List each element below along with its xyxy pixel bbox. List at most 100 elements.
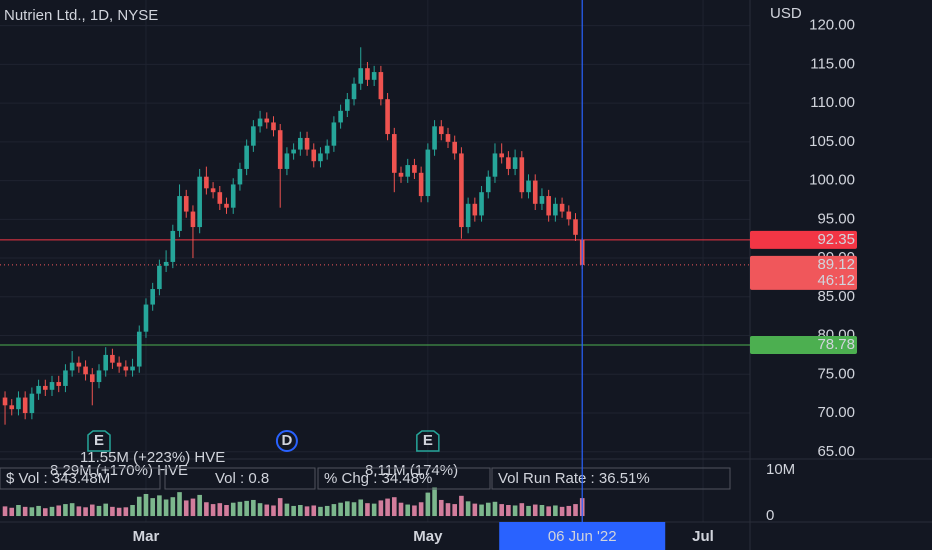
candle-body xyxy=(566,211,572,220)
volume-bar xyxy=(251,499,256,517)
volume-bar xyxy=(43,508,48,517)
volume-bar xyxy=(445,503,451,517)
y-tick-label: 120.00 xyxy=(809,17,855,34)
volume-bar xyxy=(311,505,317,517)
x-tick-label: Mar xyxy=(133,528,160,545)
stat-text: Vol Run Rate : 36.51% xyxy=(498,470,650,487)
event-marker xyxy=(416,430,440,452)
crosshair-label-bg xyxy=(499,522,666,550)
volume-bar xyxy=(230,502,236,517)
volume-bar xyxy=(136,496,142,517)
price-label: 78.78 xyxy=(817,336,855,353)
volume-bar xyxy=(123,507,129,517)
volume-bar xyxy=(418,502,424,517)
candle-body xyxy=(391,134,397,173)
volume-bar xyxy=(506,505,511,517)
candle-body xyxy=(479,192,484,216)
candle-body xyxy=(110,354,115,363)
volume-bar xyxy=(83,507,88,517)
candle-body xyxy=(459,153,464,228)
candle-body xyxy=(438,126,444,135)
volume-bar xyxy=(49,506,55,517)
candle-body xyxy=(284,153,290,169)
event-marker xyxy=(87,430,111,452)
candle-body xyxy=(526,180,531,193)
stat-text: $ Vol : 343.48M xyxy=(6,470,110,487)
candle-body xyxy=(150,289,155,305)
volume-bar xyxy=(217,503,223,517)
candle-body xyxy=(244,145,249,169)
candle-body xyxy=(217,192,223,204)
volume-bar xyxy=(479,504,484,517)
faded-note: 8.11M (174%) xyxy=(365,462,458,479)
volume-bar xyxy=(76,506,82,517)
candle-body xyxy=(506,157,511,169)
volume-bar xyxy=(391,497,397,517)
volume-bar xyxy=(264,504,270,517)
volume-bar xyxy=(183,500,189,517)
candle-body xyxy=(512,157,518,169)
candle-body xyxy=(63,370,68,386)
candle-body xyxy=(546,196,551,216)
volume-bar xyxy=(318,506,323,517)
candle-body xyxy=(345,99,350,111)
candle-body xyxy=(130,366,135,371)
candle-body xyxy=(519,157,525,193)
y-tick-label: 70.00 xyxy=(817,404,855,421)
volume-bar xyxy=(573,504,578,517)
volume-bar xyxy=(103,503,109,517)
candle-body xyxy=(338,110,343,123)
candle-body xyxy=(56,382,62,386)
volume-tick-label: 10M xyxy=(766,461,795,478)
volume-bar xyxy=(345,501,350,517)
candle-body xyxy=(351,83,357,100)
price-label: 89.12 xyxy=(817,256,855,273)
candle-body xyxy=(365,68,370,80)
volume-bar xyxy=(29,507,35,517)
y-tick-label: 85.00 xyxy=(817,288,855,305)
candle-body xyxy=(304,137,310,150)
volume-bar xyxy=(358,499,364,517)
volume-bar xyxy=(519,503,525,517)
volume-bar xyxy=(559,506,565,517)
volume-bar xyxy=(465,501,471,517)
volume-bar xyxy=(485,502,491,517)
volume-bar xyxy=(197,494,202,517)
y-tick-label: 110.00 xyxy=(810,94,855,111)
volume-bar xyxy=(298,505,303,517)
candle-body xyxy=(29,393,35,414)
stat-text: % Chg : 34.48% xyxy=(324,470,432,487)
candle-body xyxy=(210,188,216,193)
price-label-bg xyxy=(750,230,857,249)
volume-bar xyxy=(89,504,95,517)
volume-bar xyxy=(412,505,417,517)
candle-body xyxy=(573,219,578,235)
volume-bar xyxy=(438,499,444,517)
candle-body xyxy=(385,99,390,135)
volume-bar xyxy=(499,504,504,517)
x-tick-label: May xyxy=(413,528,443,545)
candle-body xyxy=(432,126,437,150)
candle-body xyxy=(378,72,384,100)
candle-body xyxy=(485,176,491,193)
volume-bar xyxy=(532,504,538,517)
volume-bar xyxy=(110,506,115,517)
event-label: D xyxy=(281,432,292,449)
candle-body xyxy=(418,172,424,197)
candle-body xyxy=(298,137,303,150)
candle-body xyxy=(177,196,182,231)
event-label: E xyxy=(94,432,104,449)
volume-bar xyxy=(304,506,310,517)
volume-bar xyxy=(204,502,209,517)
candle-body xyxy=(277,130,283,169)
candle-body xyxy=(425,149,431,197)
candle-body xyxy=(291,149,296,154)
candle-body xyxy=(358,68,364,84)
volume-bar xyxy=(351,502,357,517)
candle-body xyxy=(324,145,330,154)
event-marker xyxy=(275,430,298,452)
volume-bar xyxy=(371,503,377,517)
volume-bar xyxy=(63,504,68,517)
volume-bar xyxy=(405,504,411,517)
